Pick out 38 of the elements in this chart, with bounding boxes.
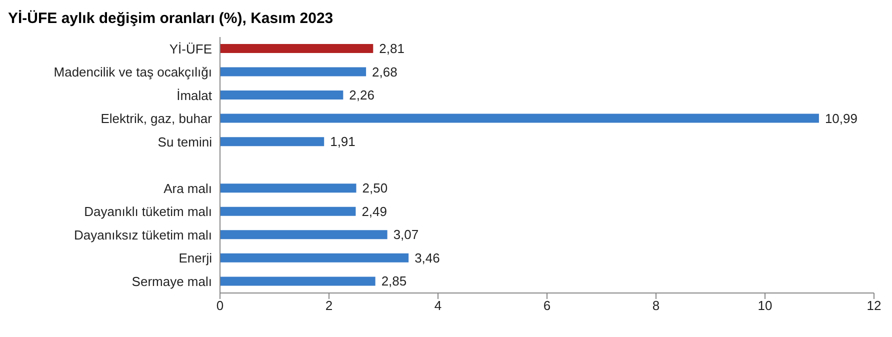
y-tick-label: Su temini <box>158 134 212 150</box>
x-tick-label: 2 <box>325 298 333 314</box>
x-tick-label: 0 <box>216 298 224 314</box>
y-tick-label: Dayanıksız tüketim malı <box>74 227 212 242</box>
y-tick-label: İmalat <box>176 88 212 103</box>
data-label: 2,85 <box>381 274 407 289</box>
bar <box>220 137 324 146</box>
x-tick-label: 6 <box>543 298 551 314</box>
y-tick-label: Sermaye malı <box>132 274 212 289</box>
x-tick-label: 10 <box>758 298 772 314</box>
bar <box>220 67 366 76</box>
bar <box>220 276 376 286</box>
y-tick-label: Enerji <box>178 250 212 266</box>
bar <box>220 253 409 262</box>
bar <box>220 44 374 53</box>
y-tick-label: Dayanıklı tüketim malı <box>84 204 212 220</box>
y-tick-label: Ara malı <box>164 180 212 196</box>
data-label: 2,81 <box>379 40 404 56</box>
bar <box>220 206 356 216</box>
data-label: 2,49 <box>362 204 388 219</box>
data-label: 2,68 <box>372 64 398 80</box>
data-label: 2,26 <box>349 88 374 103</box>
x-tick-label: 4 <box>434 298 442 314</box>
x-tick-label: 12 <box>866 298 882 314</box>
chart-title: Yİ-ÜFE aylık değişim oranları (%), Kasım 2023 <box>8 9 334 29</box>
y-tick-label: Madencilik ve taş ocakçılığı <box>54 64 212 80</box>
data-label: 2,50 <box>362 180 388 196</box>
data-label: 3,07 <box>393 227 419 242</box>
y-tick-label: Yİ-ÜFE <box>169 41 212 56</box>
data-label: 1,91 <box>330 134 356 150</box>
bar <box>220 230 388 240</box>
data-label: 3,46 <box>414 250 440 266</box>
bar <box>220 114 819 123</box>
x-tick-label: 8 <box>652 298 660 314</box>
bar <box>220 184 356 193</box>
data-label: 10,99 <box>824 110 858 126</box>
bar <box>220 90 344 100</box>
y-tick-label: Elektrik, gaz, buhar <box>100 111 213 126</box>
